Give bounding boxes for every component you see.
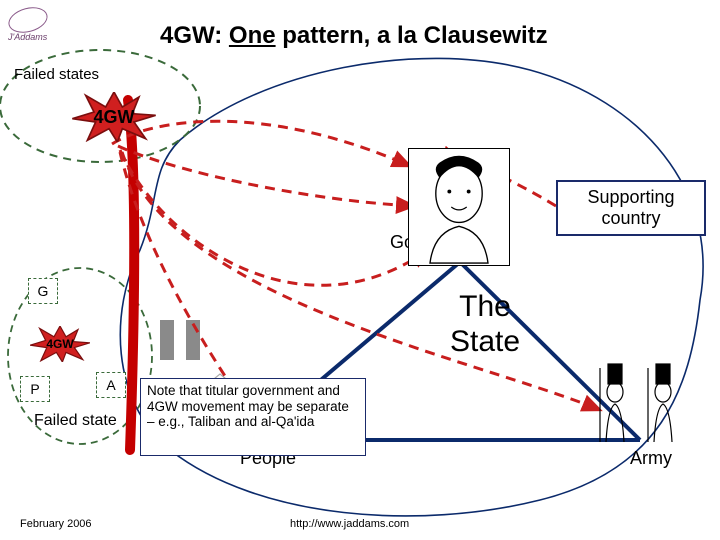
title-underlined: One [229,22,276,49]
fourgw-burst-small: 4GW [30,326,90,362]
logo-text: J'Addams [8,32,47,42]
a-box: A [96,372,126,398]
wall-block [160,320,174,360]
title-suffix: pattern, a la Clausewitz [276,22,548,49]
supporting-country-box: Supportingcountry [556,180,706,236]
g-box: G [28,278,58,304]
wall-block [186,320,200,360]
army-label: Army [630,448,672,469]
page-title: 4GW: One pattern, a la Clausewitz [160,22,548,50]
army-image [590,358,702,444]
government-portrait [408,148,510,266]
footer-date: February 2006 [20,518,92,530]
failed-state-label: Failed state [34,412,117,430]
fourgw-text: 4GW [93,107,134,128]
note-box: Note that titular government and 4GW mov… [140,378,366,456]
fourgw-burst-top: 4GW [72,92,156,142]
diagram-canvas [0,0,720,540]
fourgw-text: 4GW [46,337,73,351]
the-state-label: TheState [450,290,520,359]
p-box: P [20,376,50,402]
failed-states-label: Failed states [14,66,99,83]
footer-url: http://www.jaddams.com [290,518,409,530]
red-dashed-arc [120,150,428,285]
thick-red-path [128,100,134,450]
red-dashed-arc [118,146,414,206]
title-prefix: 4GW: [160,22,229,49]
red-dashed-arc [112,121,410,166]
logo: J'Addams [8,8,98,48]
